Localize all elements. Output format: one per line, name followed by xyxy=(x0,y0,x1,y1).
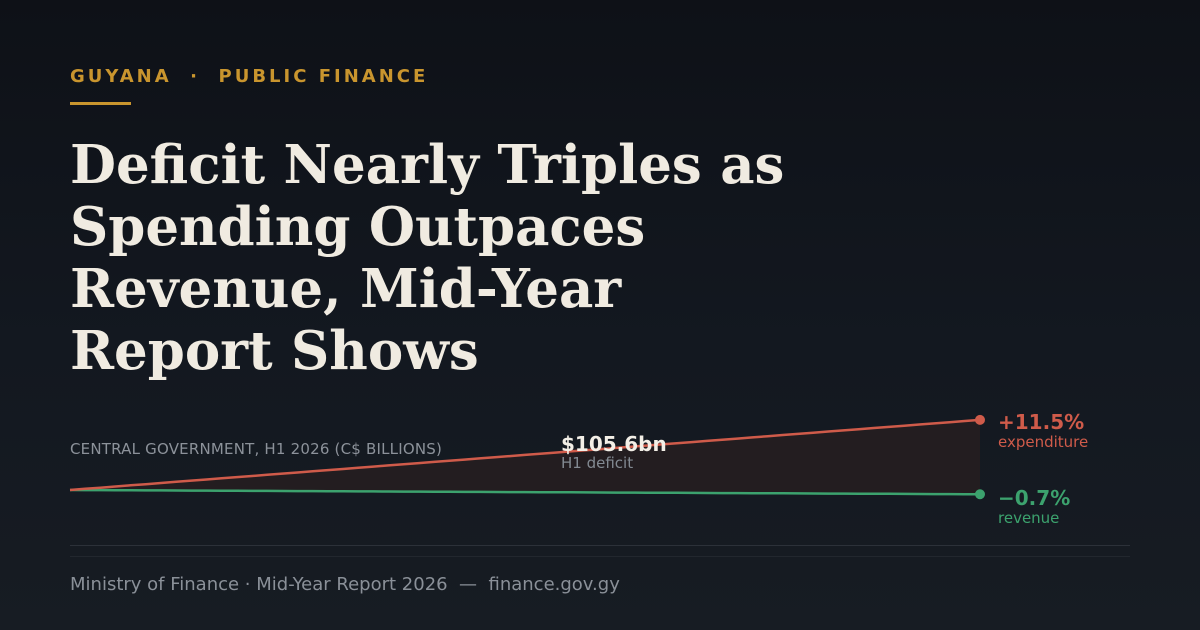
kicker-underline xyxy=(70,102,131,105)
expenditure-change: +11.5% xyxy=(998,410,1085,434)
chart-label: CENTRAL GOVERNMENT, H1 2026 (C$ BILLIONS… xyxy=(70,440,443,458)
section-kicker: GUYANA · PUBLIC FINANCE xyxy=(70,66,429,87)
deficit-label: H1 deficit xyxy=(561,454,634,472)
expenditure-label: expenditure xyxy=(998,433,1089,451)
headline: Deficit Nearly Triples as Spending Outpa… xyxy=(70,134,785,382)
revenue-change: −0.7% xyxy=(998,486,1071,510)
expenditure-line xyxy=(69,418,981,492)
revenue-label: revenue xyxy=(998,509,1060,527)
footer-divider xyxy=(70,545,1130,546)
revenue-line xyxy=(69,488,981,496)
footer-source: Ministry of Finance · Mid-Year Report 20… xyxy=(70,574,620,595)
footer-divider-secondary xyxy=(70,556,1130,557)
expenditure-end-point xyxy=(975,414,985,425)
deficit-value: $105.6bn xyxy=(561,432,667,456)
revenue-end-point xyxy=(975,489,985,500)
